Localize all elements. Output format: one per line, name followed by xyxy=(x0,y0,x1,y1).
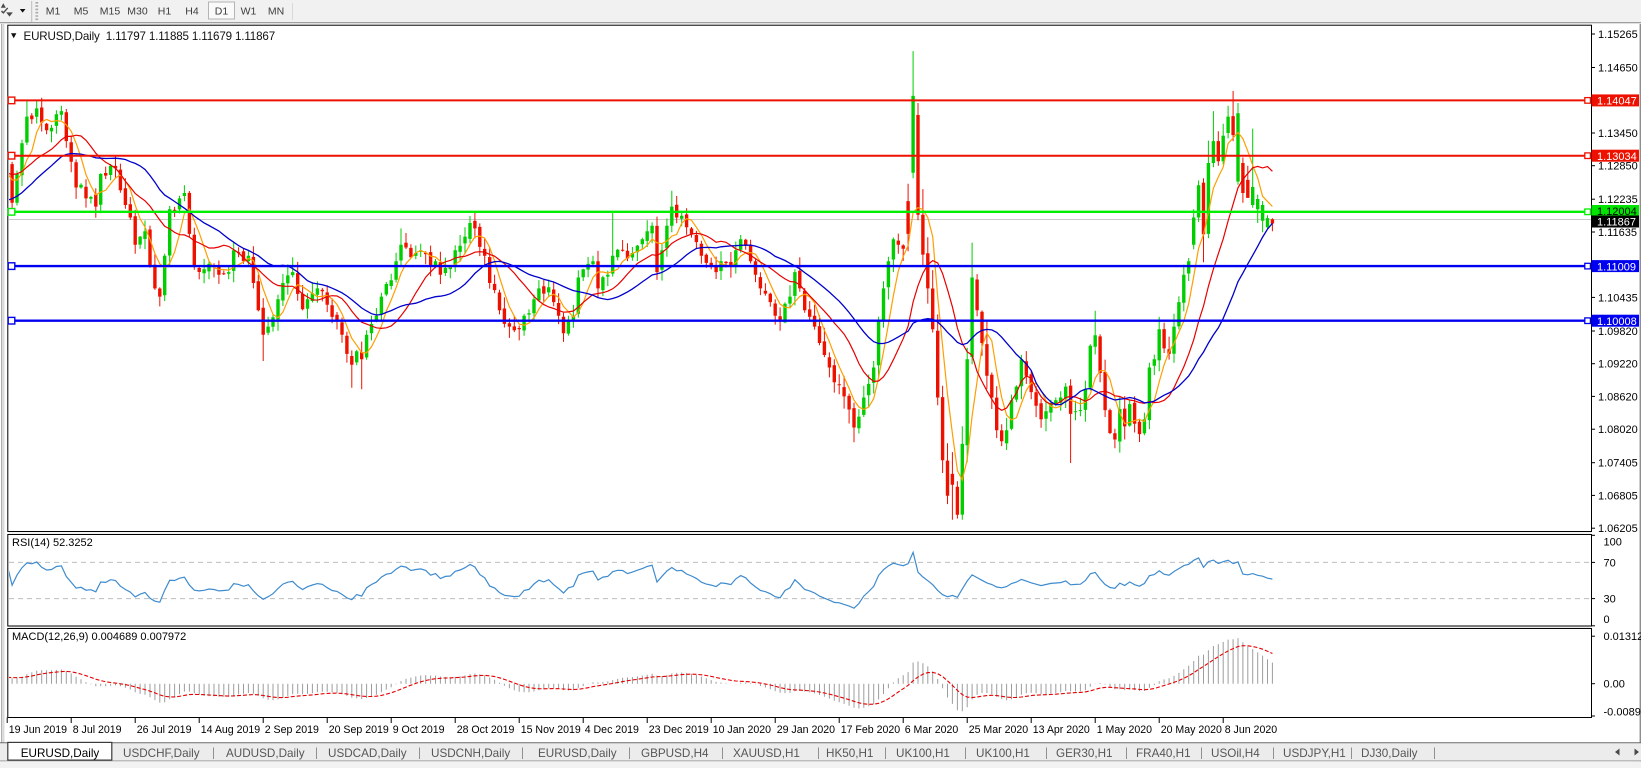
svg-text:1.08020: 1.08020 xyxy=(1598,424,1638,436)
svg-text:1.12850: 1.12850 xyxy=(1598,161,1638,173)
svg-text:EURUSD,Daily: EURUSD,Daily xyxy=(538,747,617,760)
svg-text:|: | xyxy=(1350,748,1353,760)
svg-text:1.11867: 1.11867 xyxy=(1597,217,1636,229)
svg-text:MACD(12,26,9) 0.004689 0.00797: MACD(12,26,9) 0.004689 0.007972 xyxy=(12,631,186,643)
svg-text:D1: D1 xyxy=(215,6,229,18)
svg-text:29 Jan 2020: 29 Jan 2020 xyxy=(777,724,835,736)
svg-text:1.13450: 1.13450 xyxy=(1598,128,1638,140)
svg-text:1.14650: 1.14650 xyxy=(1598,63,1638,75)
svg-text:13 Apr 2020: 13 Apr 2020 xyxy=(1033,724,1090,736)
svg-text:1.13034: 1.13034 xyxy=(1597,151,1637,163)
svg-text:|: | xyxy=(1272,748,1275,760)
svg-text:6 Mar 2020: 6 Mar 2020 xyxy=(905,724,959,736)
svg-text:M15: M15 xyxy=(100,6,121,18)
svg-text:|: | xyxy=(1125,748,1128,760)
svg-text:2 Sep 2019: 2 Sep 2019 xyxy=(265,724,319,736)
svg-text:1.12004: 1.12004 xyxy=(1597,206,1637,218)
svg-text:70: 70 xyxy=(1604,557,1616,569)
svg-text:|: | xyxy=(521,748,524,760)
svg-text:1.10435: 1.10435 xyxy=(1598,292,1638,304)
svg-text:|: | xyxy=(884,748,887,760)
svg-text:10 Jan 2020: 10 Jan 2020 xyxy=(713,724,771,736)
svg-text:14 Aug 2019: 14 Aug 2019 xyxy=(201,724,261,736)
svg-text:|: | xyxy=(418,748,421,760)
svg-text:30: 30 xyxy=(1604,594,1616,606)
svg-text:20 Sep 2019: 20 Sep 2019 xyxy=(329,724,389,736)
svg-text:23 Dec 2019: 23 Dec 2019 xyxy=(649,724,709,736)
svg-text:MN: MN xyxy=(268,6,284,18)
svg-text:8 Jul 2019: 8 Jul 2019 xyxy=(73,724,122,736)
svg-text:FRA40,H1: FRA40,H1 xyxy=(1136,747,1191,760)
svg-text:1.11009: 1.11009 xyxy=(1597,261,1636,273)
svg-text:USDJPY,H1: USDJPY,H1 xyxy=(1283,747,1346,760)
svg-text:15 Nov 2019: 15 Nov 2019 xyxy=(521,724,581,736)
svg-text:|: | xyxy=(212,748,215,760)
svg-text:M5: M5 xyxy=(74,6,89,18)
svg-text:XAUUSD,H1: XAUUSD,H1 xyxy=(733,747,800,760)
svg-text:1.09220: 1.09220 xyxy=(1598,359,1638,371)
svg-text:M1: M1 xyxy=(46,6,61,18)
svg-text:|: | xyxy=(1200,748,1203,760)
svg-text:W1: W1 xyxy=(241,6,257,18)
svg-text:|: | xyxy=(1045,748,1048,760)
svg-text:HK50,H1: HK50,H1 xyxy=(826,747,873,760)
svg-text:DJ30,Daily: DJ30,Daily xyxy=(1361,747,1418,760)
svg-text:H4: H4 xyxy=(185,6,199,18)
svg-text:1.06805: 1.06805 xyxy=(1598,490,1638,502)
svg-text:M30: M30 xyxy=(127,6,148,18)
svg-text:|: | xyxy=(315,748,318,760)
svg-text:1.15265: 1.15265 xyxy=(1598,29,1638,41)
svg-text:17 Feb 2020: 17 Feb 2020 xyxy=(841,724,901,736)
svg-text:1.10008: 1.10008 xyxy=(1597,316,1637,328)
svg-text:1.14047: 1.14047 xyxy=(1597,96,1637,108)
svg-text:EURUSD,Daily 1.11797 1.11885: EURUSD,Daily 1.11797 1.11885 1.11679 1.1… xyxy=(24,30,276,43)
svg-text:|: | xyxy=(628,748,631,760)
svg-text:1.08620: 1.08620 xyxy=(1598,391,1638,403)
svg-text:|: | xyxy=(964,748,967,760)
svg-text:1.07405: 1.07405 xyxy=(1598,458,1638,470)
svg-text:-0.008933: -0.008933 xyxy=(1604,707,1641,719)
svg-text:|: | xyxy=(721,748,724,760)
svg-text:20 May 2020: 20 May 2020 xyxy=(1161,724,1222,736)
svg-text:28 Oct 2019: 28 Oct 2019 xyxy=(457,724,515,736)
svg-text:19 Jun 2019: 19 Jun 2019 xyxy=(9,724,67,736)
svg-text:25 Mar 2020: 25 Mar 2020 xyxy=(969,724,1029,736)
svg-text:1.12235: 1.12235 xyxy=(1598,194,1638,206)
svg-text:EURUSD,Daily: EURUSD,Daily xyxy=(21,747,100,760)
svg-text:UK100,H1: UK100,H1 xyxy=(976,747,1030,760)
svg-text:1.06205: 1.06205 xyxy=(1598,523,1638,535)
svg-text:0.013121: 0.013121 xyxy=(1604,631,1641,643)
svg-text:|: | xyxy=(817,748,820,760)
svg-text:GER30,H1: GER30,H1 xyxy=(1056,747,1113,760)
svg-text:UK100,H1: UK100,H1 xyxy=(896,747,950,760)
svg-text:AUDUSD,Daily: AUDUSD,Daily xyxy=(226,747,305,760)
svg-text:USDCHF,Daily: USDCHF,Daily xyxy=(123,747,200,760)
svg-text:H1: H1 xyxy=(158,6,172,18)
svg-text:26 Jul 2019: 26 Jul 2019 xyxy=(137,724,192,736)
svg-text:0.00: 0.00 xyxy=(1604,679,1625,691)
svg-text:USDCNH,Daily: USDCNH,Daily xyxy=(431,747,510,760)
svg-text:9 Oct 2019: 9 Oct 2019 xyxy=(393,724,445,736)
svg-text:8 Jun 2020: 8 Jun 2020 xyxy=(1225,724,1278,736)
svg-text:1.09820: 1.09820 xyxy=(1598,326,1638,338)
svg-text:GBPUSD,H4: GBPUSD,H4 xyxy=(641,747,709,760)
svg-text:0: 0 xyxy=(1604,614,1610,626)
svg-text:|: | xyxy=(1433,748,1436,760)
svg-text:1 May 2020: 1 May 2020 xyxy=(1097,724,1152,736)
svg-text:1.11635: 1.11635 xyxy=(1598,227,1637,239)
svg-text:USOil,H4: USOil,H4 xyxy=(1211,747,1260,760)
svg-text:USDCAD,Daily: USDCAD,Daily xyxy=(328,747,407,760)
svg-text:4 Dec 2019: 4 Dec 2019 xyxy=(585,724,639,736)
svg-text:100: 100 xyxy=(1604,536,1622,548)
svg-text:RSI(14) 52.3252: RSI(14) 52.3252 xyxy=(12,537,93,549)
